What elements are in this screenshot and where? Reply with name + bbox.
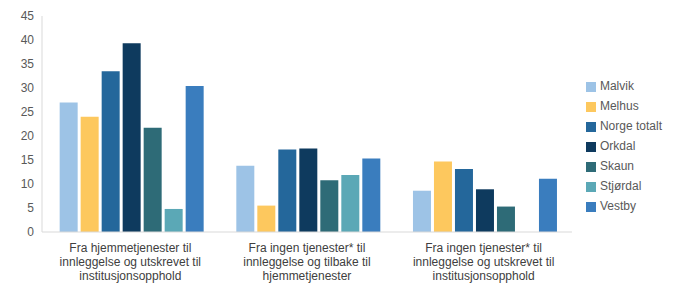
html-text:Malvik: Malvik — [600, 79, 634, 93]
svg-text:30: 30 — [21, 81, 35, 95]
html-text:Norge totalt: Norge totalt — [600, 119, 662, 133]
svg-text:15: 15 — [21, 153, 35, 167]
svg-text:20: 20 — [21, 129, 35, 143]
html-text:Vestby: Vestby — [600, 199, 636, 213]
svg-text:Fra hjemmetjenester tilinnlegg: Fra hjemmetjenester tilinnleggelse og ut… — [60, 241, 201, 283]
svg-text:35: 35 — [21, 57, 35, 71]
svg-text:0: 0 — [27, 225, 34, 239]
svg-text:5: 5 — [27, 201, 34, 215]
svg-text:45: 45 — [21, 9, 35, 23]
svg-text:Fra ingen tjenester* tilinnleg: Fra ingen tjenester* tilinnleggelse og t… — [243, 241, 370, 283]
html-text:Orkdal: Orkdal — [600, 139, 636, 153]
html-text:Melhus: Melhus — [600, 99, 639, 113]
svg-text:10: 10 — [21, 177, 35, 191]
svg-text:40: 40 — [21, 33, 35, 47]
svg-text:Fra ingen tjenester* tilinnleg: Fra ingen tjenester* tilinnleggelse og u… — [413, 241, 554, 283]
html-text:Stjørdal: Stjørdal — [600, 179, 642, 193]
svg-text:25: 25 — [21, 105, 35, 119]
html-text:Skaun: Skaun — [600, 159, 634, 173]
